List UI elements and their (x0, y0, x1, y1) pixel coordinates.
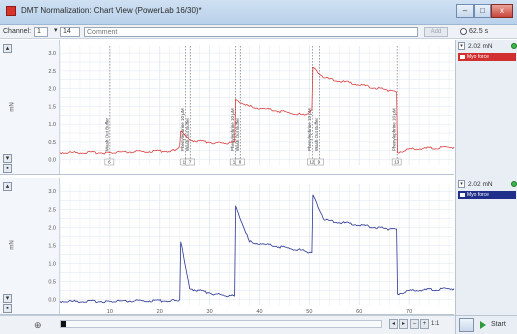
top-range-row[interactable]: ▾ 2.02 mN (458, 42, 517, 52)
rate-icon (460, 28, 467, 35)
bottom-xtick-label: 30 (207, 309, 213, 315)
bottom-ytick-label: 3.0 (48, 189, 56, 195)
top-scale-down-button[interactable]: ▾ (3, 154, 12, 163)
bottom-range-dropdown-icon[interactable]: ▾ (458, 180, 465, 188)
play-icon[interactable] (480, 321, 486, 329)
zoom-out-button[interactable]: – (410, 319, 419, 329)
sampling-rate[interactable]: 62.5 s (469, 28, 489, 35)
record-mode-icon[interactable] (459, 318, 474, 332)
time-scrollbar[interactable] (60, 320, 382, 328)
bottom-channel-name[interactable]: Myo force (458, 191, 516, 199)
channel-spin-icon[interactable]: ▾ (54, 27, 58, 34)
top-y-unit: mN (9, 102, 16, 112)
comment-input[interactable] (84, 27, 418, 37)
top-axis-area: mN ▴ ▾ ▪ (0, 40, 60, 174)
top-comment-text: Wash Out Buffer (235, 117, 240, 151)
top-comment-number: 7 (189, 160, 192, 165)
top-channel-name-label: Myo force (467, 54, 489, 60)
bottom-range-row[interactable]: ▾ 2.02 mN (458, 180, 517, 190)
bottom-ytick-label: 1.0 (48, 261, 56, 267)
top-ytick-label: 2.5 (48, 69, 56, 75)
top-ytick-label: 1.5 (48, 104, 56, 110)
bottom-channel-color-icon (460, 193, 465, 197)
top-comment-text: Wash Out Buffer (314, 117, 319, 151)
top-ytick-label: 3.0 (48, 51, 56, 57)
zoom-in-button[interactable]: + (420, 319, 429, 329)
minimize-button[interactable]: – (456, 4, 474, 18)
bottom-chart[interactable]: 3.0 2.5 2.0 1.5 1.0 0.5 0.0 10 20 30 40 50 60 70 (48, 178, 455, 315)
bottom-y-unit: mN (9, 240, 16, 250)
bottom-trace-line (59, 194, 455, 304)
bottom-ytick-label: 0.0 (48, 298, 56, 304)
close-button[interactable]: x (491, 4, 513, 18)
comment-toolbar: Channel: 1 ▾ 14 Add 62.5 s (0, 25, 517, 39)
top-channel-name[interactable]: Myo force (458, 53, 516, 61)
bottom-ytick-label: 2.5 (48, 207, 56, 213)
bottom-xtick-label: 70 (406, 309, 412, 315)
top-comment-text: Phenylephrine 10 μM (307, 108, 312, 151)
channel-select[interactable]: 1 (34, 27, 48, 37)
top-comment-box (185, 158, 195, 166)
bottom-ytick-label: 2.0 (48, 225, 56, 231)
top-comment-number: 9 (318, 160, 321, 165)
top-trace-line (59, 66, 455, 155)
top-autoscale-button[interactable]: ▪ (3, 164, 12, 173)
bottom-xtick-label: 50 (306, 309, 312, 315)
start-button[interactable]: Start (491, 321, 506, 328)
top-comment-text: Wash Out Buffer (185, 117, 190, 151)
top-chart[interactable]: 3.0 2.5 2.0 1.5 1.0 0.5 0.0 Wash Out Buffer 6 Phe… (48, 40, 455, 174)
bottom-channel-name-label: Myo force (467, 192, 489, 198)
top-comment-number: 12 (309, 160, 315, 165)
bottom-scale-down-button[interactable]: ▾ (3, 294, 12, 303)
top-comment-text: Phenylephrine 10 μM (392, 108, 397, 151)
zoom-level[interactable]: 1:1 (431, 321, 440, 327)
top-comment-box (314, 158, 324, 166)
window-title: DMT Normalization: Chart View (PowerLab … (21, 6, 202, 15)
bottom-autoscale-button[interactable]: ▪ (3, 304, 12, 313)
top-ytick-label: 0.5 (48, 140, 56, 146)
bottom-channel-status-icon (511, 181, 517, 187)
maximize-button[interactable]: □ (474, 4, 491, 18)
window-titlebar: DMT Normalization: Chart View (PowerLab … (0, 0, 517, 25)
top-comment-text: Wash Out Buffer (104, 117, 109, 151)
bottom-xtick-label: 40 (256, 309, 262, 315)
marker-icon[interactable]: ⊕ (34, 320, 42, 330)
top-comment-number: 13 (394, 160, 400, 165)
top-ytick-label: 2.0 (48, 87, 56, 93)
bottom-xtick-label: 10 (107, 309, 113, 315)
top-range-dropdown-icon[interactable]: ▾ (458, 42, 465, 50)
add-comment-button[interactable]: Add (424, 27, 448, 37)
top-comment-box (104, 158, 115, 166)
status-bar: ⊕ ◂ ▸ – + 1:1 (0, 315, 455, 334)
channel-panel-top: mN ▴ ▾ ▪ 3.0 2.5 2.0 1.5 1.0 0.5 0.0 Wash Out B… (0, 40, 455, 175)
bottom-ytick-label: 0.5 (48, 280, 56, 286)
top-ytick-label: 1.0 (48, 122, 56, 128)
top-comment-number: 8 (239, 160, 242, 165)
bottom-range-value[interactable]: 2.02 mN (468, 181, 493, 188)
top-comment-text: Phenylephrine 10 μM (180, 108, 185, 151)
top-ytick-label: 0.0 (48, 158, 56, 164)
bottom-xtick-label: 20 (157, 309, 163, 315)
top-channel-status-icon (511, 43, 517, 49)
top-range-value[interactable]: 2.02 mN (468, 43, 493, 50)
scroll-right-button[interactable]: ▸ (399, 319, 408, 329)
top-comment-box (391, 158, 402, 166)
start-area: Start (455, 315, 517, 334)
channel-label: Channel: (3, 28, 32, 35)
scroll-thumb[interactable] (61, 321, 66, 327)
top-comment-box (235, 158, 245, 166)
scroll-left-button[interactable]: ◂ (389, 319, 398, 329)
bottom-ytick-label: 1.5 (48, 243, 56, 249)
channel-settings-sidebar: ▾ 2.02 mN Myo force ▾ 2.02 mN Myo force (455, 40, 517, 334)
block-field[interactable]: 14 (60, 27, 80, 37)
top-channel-color-icon (460, 55, 465, 59)
channel-panel-bottom: mN ▴ ▾ ▪ 3.0 2.5 2.0 1.5 1.0 0.5 0.0 10 20 30 40 50… (0, 178, 455, 315)
app-icon (6, 6, 16, 16)
top-scale-up-button[interactable]: ▴ (3, 44, 12, 53)
top-comment-text: Phenylephrine 10 μM (230, 108, 235, 151)
top-comment-number: 6 (108, 160, 111, 165)
bottom-axis-area: mN ▴ ▾ ▪ (0, 178, 60, 314)
bottom-xtick-label: 60 (356, 309, 362, 315)
bottom-scale-up-button[interactable]: ▴ (3, 182, 12, 191)
